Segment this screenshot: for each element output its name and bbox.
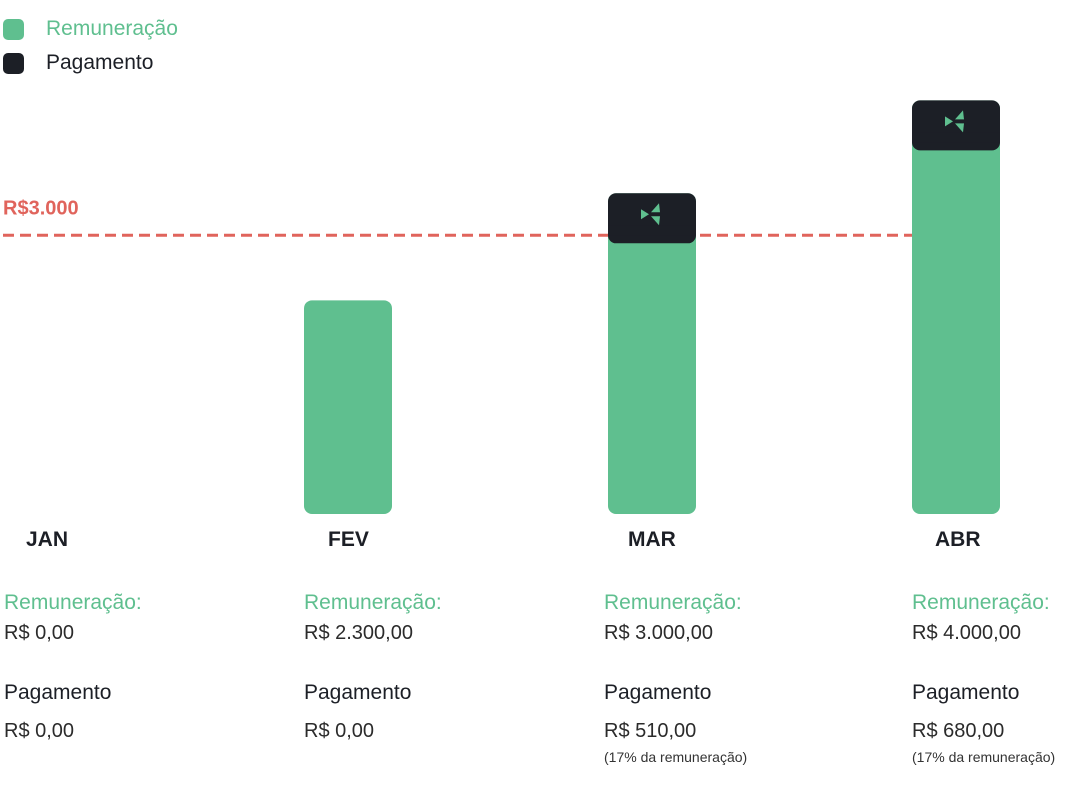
bar-group-fev xyxy=(304,300,392,514)
remuneration-label: Remuneração: xyxy=(304,591,442,614)
legend-label-remuneracao: Remuneração xyxy=(46,17,178,40)
legend: Remuneração Pagamento xyxy=(3,12,178,80)
info-fev: Remuneração: R$ 2.300,00 Pagamento R$ 0,… xyxy=(304,588,442,768)
remuneration-label: Remuneração: xyxy=(604,591,742,614)
month-label-abr: ABR xyxy=(935,528,981,551)
payment-value: R$ 0,00 xyxy=(4,720,75,742)
logo-icon-part-1 xyxy=(651,203,660,213)
bar-pagamento-mar xyxy=(608,193,696,244)
remuneration-value: R$ 3.000,00 xyxy=(604,622,713,644)
info-abr: Remuneração: R$ 4.000,00 Pagamento R$ 68… xyxy=(912,588,1055,768)
bar-remuneracao-abr xyxy=(912,100,1000,515)
legend-label-pagamento: Pagamento xyxy=(46,51,154,74)
bar-pagamento-abr xyxy=(912,100,1000,151)
info-jan: Remuneração: R$ 0,00 Pagamento R$ 0,00 xyxy=(4,588,142,768)
payment-label: Pagamento xyxy=(4,681,112,704)
bar-remuneracao-mar xyxy=(608,193,696,515)
logo-icon-part-2 xyxy=(955,123,964,133)
bars-group xyxy=(304,100,1000,515)
logo-icon-part-3 xyxy=(945,116,953,127)
payment-note: (17% da remuneração) xyxy=(604,749,748,765)
payment-value: R$ 0,00 xyxy=(304,720,375,742)
remuneration-label: Remuneração: xyxy=(912,591,1050,614)
payment-value: R$ 510,00 xyxy=(604,720,697,742)
payment-label: Pagamento xyxy=(304,681,412,704)
month-label-fev: FEV xyxy=(328,528,369,551)
logo-icon-part-2 xyxy=(651,216,660,226)
legend-swatch-pagamento xyxy=(3,52,24,74)
logo-icon xyxy=(945,110,964,133)
legend-swatch-remuneracao xyxy=(3,18,24,40)
legend-item-remuneracao: Remuneração xyxy=(3,12,178,46)
payment-label: Pagamento xyxy=(912,681,1020,704)
remuneration-value: R$ 2.300,00 xyxy=(304,622,413,644)
month-label-jan: JAN xyxy=(26,528,69,551)
remuneration-value: R$ 0,00 xyxy=(4,622,75,644)
threshold-label: R$3.000 xyxy=(3,197,79,219)
bar-pagamento-base-mar xyxy=(608,225,696,236)
remuneration-label: Remuneração: xyxy=(4,591,142,614)
payment-value: R$ 680,00 xyxy=(912,720,1005,742)
bar-remuneracao-fev xyxy=(304,300,392,514)
legend-item-pagamento: Pagamento xyxy=(3,46,178,80)
bar-pagamento-base-abr xyxy=(912,132,1000,143)
month-label-mar: MAR xyxy=(628,528,676,551)
logo-icon-part-1 xyxy=(955,110,964,120)
info-mar: Remuneração: R$ 3.000,00 Pagamento R$ 51… xyxy=(604,588,747,768)
bar-group-mar xyxy=(608,193,696,515)
bar-group-abr xyxy=(912,100,1000,515)
remuneration-value: R$ 4.000,00 xyxy=(912,622,1021,644)
payment-label: Pagamento xyxy=(604,681,712,704)
logo-icon xyxy=(641,203,660,226)
logo-icon-part-3 xyxy=(641,209,649,220)
payment-note xyxy=(304,746,442,768)
payment-note xyxy=(4,746,142,768)
payment-note: (17% da remuneração) xyxy=(912,749,1056,765)
bar-chart: R$3.000 xyxy=(3,100,1003,515)
